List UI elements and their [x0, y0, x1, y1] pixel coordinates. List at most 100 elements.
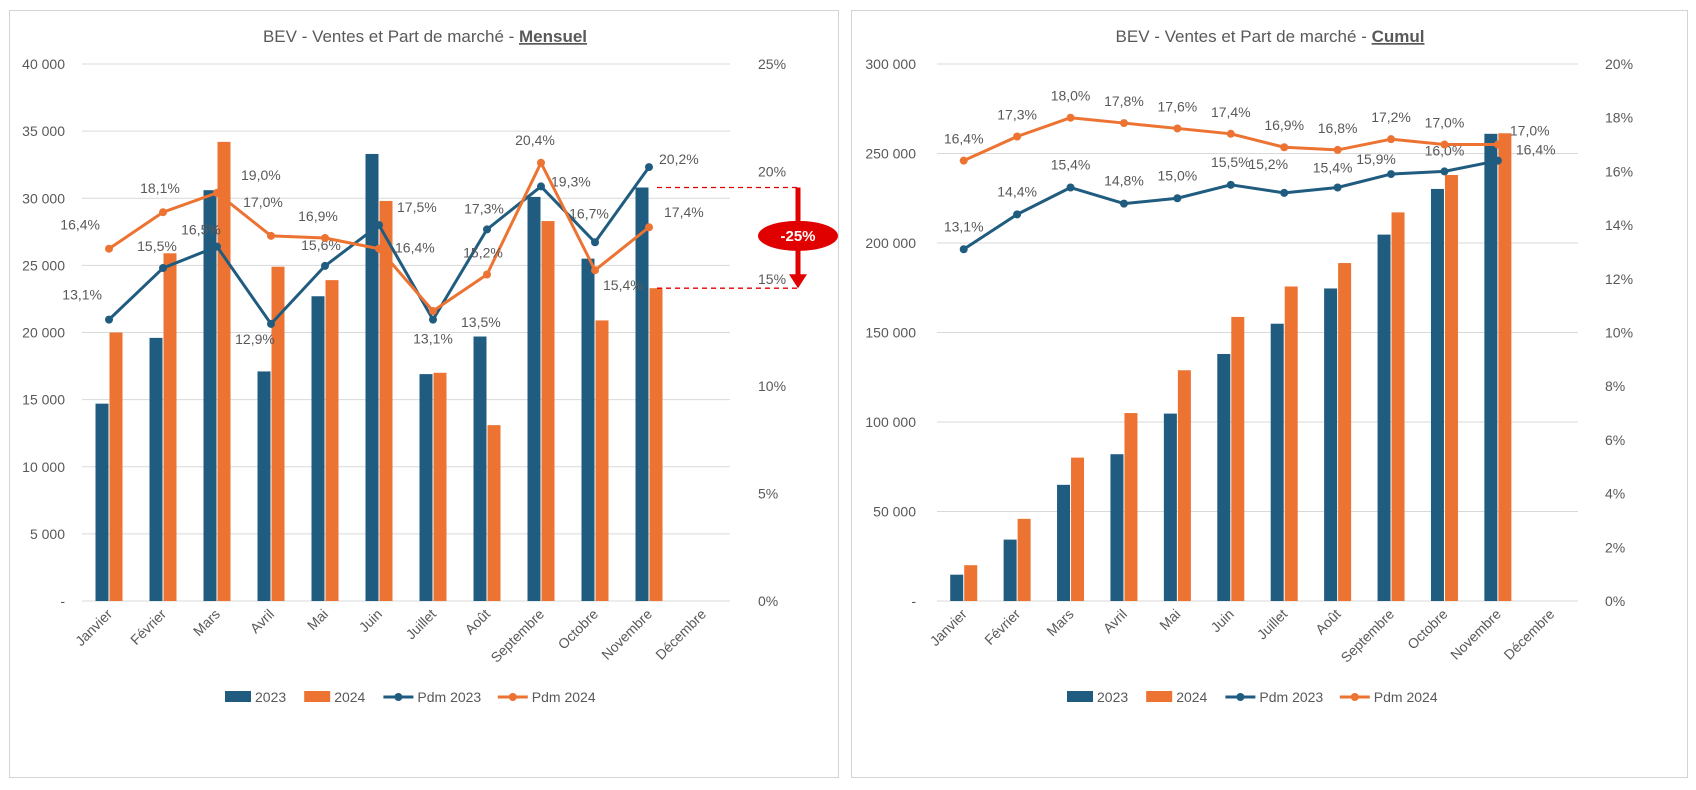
- point-pdm-2023: [1066, 183, 1075, 192]
- point-pdm-2024: [375, 244, 383, 253]
- y-right-tick-label: 4%: [1605, 486, 1625, 502]
- y-right-tick-label: 12%: [1605, 271, 1633, 287]
- bar-2024: [1338, 263, 1352, 601]
- point-pdm-2024: [1333, 145, 1342, 154]
- point-pdm-2023: [105, 315, 113, 324]
- y-left-tick-label: 150 000: [865, 325, 916, 341]
- bar-2024: [649, 288, 663, 601]
- data-label: 14,4%: [997, 183, 1037, 199]
- data-label: 17,4%: [1211, 104, 1251, 120]
- data-label: 16,0%: [1425, 142, 1465, 158]
- y-right-tick-label: 10%: [758, 378, 786, 394]
- data-label: 17,6%: [1158, 98, 1198, 114]
- point-pdm-2023: [483, 225, 491, 234]
- bar-2024: [541, 221, 555, 601]
- bar-2024: [163, 253, 177, 602]
- x-tick-label: Septembre: [1337, 606, 1397, 666]
- bar-2023: [311, 296, 325, 601]
- x-tick-label: Mai: [304, 606, 331, 633]
- point-pdm-2024: [1119, 119, 1128, 128]
- point-pdm-2024: [321, 233, 329, 242]
- legend-pdm-2023-marker: [394, 693, 403, 701]
- bar-2023: [1270, 323, 1284, 601]
- bar-2023: [257, 371, 271, 601]
- y-left-tick-label: 10 000: [22, 459, 65, 475]
- bar-2024: [1284, 286, 1298, 601]
- data-label: 16,5%: [181, 222, 221, 238]
- bar-2023: [581, 258, 595, 601]
- data-label: 17,8%: [1104, 93, 1144, 109]
- point-pdm-2024: [1066, 113, 1075, 122]
- x-tick-label: Janvier: [72, 606, 115, 649]
- point-pdm-2024: [429, 307, 437, 316]
- point-pdm-2023: [213, 242, 221, 251]
- data-label: 15,6%: [301, 237, 341, 253]
- y-left-tick-label: -: [911, 593, 916, 609]
- bar-2024: [1231, 316, 1245, 601]
- x-tick-label: Janvier: [927, 606, 970, 649]
- data-label: 17,0%: [243, 194, 283, 210]
- y-right-tick-label: 0%: [758, 593, 778, 609]
- y-right-tick-label: 14%: [1605, 217, 1633, 233]
- point-pdm-2024: [213, 188, 221, 197]
- data-label: 15,5%: [137, 238, 177, 254]
- legend-2023-swatch: [225, 691, 251, 702]
- point-pdm-2023: [429, 315, 437, 324]
- point-pdm-2024: [1440, 140, 1449, 149]
- chart-title: BEV - Ventes et Part de marché - Cumul: [1116, 27, 1425, 46]
- data-label: 17,0%: [1510, 123, 1550, 139]
- y-left-tick-label: 20 000: [22, 325, 65, 341]
- y-right-tick-label: 20%: [1605, 56, 1633, 72]
- point-pdm-2024: [591, 266, 599, 275]
- point-pdm-2024: [267, 231, 275, 240]
- data-label: 13,1%: [944, 218, 984, 234]
- bar-2023: [1217, 353, 1231, 601]
- data-label: 13,1%: [413, 331, 453, 347]
- chart-cumulative-body: - 50 000 100 000 150 000 200 000 250 000 300 0…: [865, 56, 1633, 705]
- data-label: 17,3%: [997, 106, 1037, 122]
- annotation-badge-label: -25%: [780, 228, 815, 245]
- x-tick-label: Mars: [1043, 606, 1076, 639]
- x-tick-label: Octobre: [1404, 606, 1451, 653]
- y-right-tick-label: 10%: [1605, 325, 1633, 341]
- chart-panel-monthly: BEV - Ventes et Part de marché - Mensuel…: [9, 10, 839, 778]
- y-right-tick-label: 15%: [758, 271, 786, 287]
- y-left-tick-label: 300 000: [865, 56, 916, 72]
- x-tick-label: Juillet: [402, 606, 439, 643]
- legend-2023-label: 2023: [255, 689, 286, 705]
- y-right-tick-label: 16%: [1605, 163, 1633, 179]
- data-label: 17,0%: [1425, 115, 1465, 131]
- x-tick-label: Octobre: [555, 606, 602, 653]
- bar-2023: [635, 187, 649, 601]
- data-label: 15,4%: [1051, 157, 1091, 173]
- bar-2023: [473, 336, 487, 601]
- legend-pdm-2024-marker: [508, 693, 517, 701]
- y-right-tick-label: 18%: [1605, 110, 1633, 126]
- data-label: 18,0%: [1051, 88, 1091, 104]
- data-label: 17,2%: [1371, 109, 1411, 125]
- data-label: 16,4%: [60, 217, 100, 233]
- bar-2023: [419, 374, 433, 601]
- legend-2024-swatch: [304, 691, 331, 702]
- legend-2023-swatch: [1067, 691, 1093, 702]
- x-tick-label: Août: [1312, 606, 1344, 638]
- point-pdm-2024: [1493, 140, 1502, 149]
- bar-2023: [95, 403, 109, 601]
- bar-2024: [379, 200, 393, 601]
- data-label: 17,4%: [664, 204, 704, 220]
- point-pdm-2023: [159, 264, 167, 273]
- legend-pdm-2024-marker: [1350, 693, 1359, 701]
- bar-2023: [365, 153, 379, 601]
- data-label: 16,9%: [298, 208, 338, 224]
- chart-panel-cumulative: BEV - Ventes et Part de marché - Cumul -…: [851, 10, 1688, 778]
- data-label: 15,9%: [1356, 151, 1396, 167]
- data-label: 17,3%: [464, 200, 504, 216]
- legend-pdm-2023-marker: [1236, 693, 1245, 701]
- point-pdm-2023: [1119, 199, 1128, 208]
- bar-2023: [950, 574, 964, 601]
- bar-2023: [1003, 539, 1017, 601]
- legend-2024-label: 2024: [1176, 689, 1207, 705]
- point-pdm-2024: [1280, 143, 1289, 152]
- point-pdm-2023: [1440, 167, 1449, 176]
- legend-pdm-2023-label: Pdm 2023: [417, 689, 481, 705]
